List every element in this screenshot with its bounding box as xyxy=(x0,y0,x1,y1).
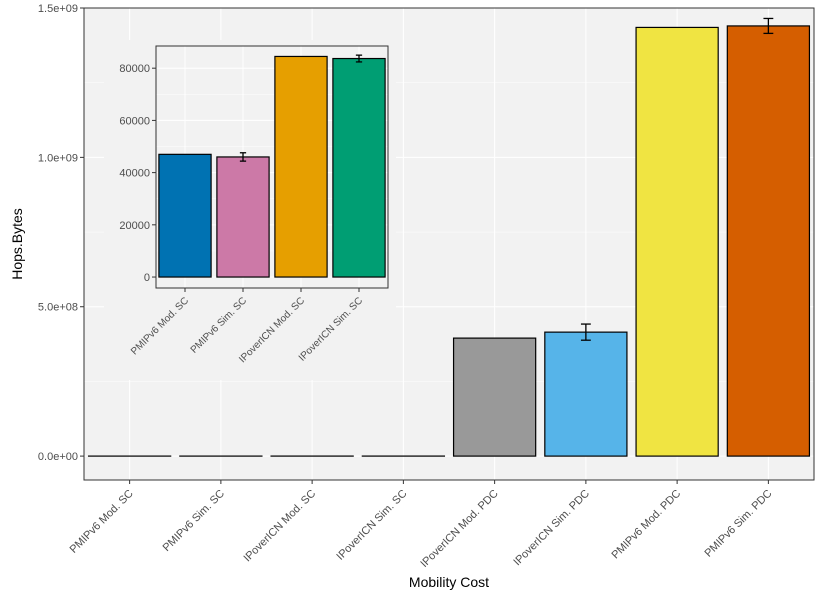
inset-y-tick-label: 0 xyxy=(144,272,150,284)
inset-y-tick-label: 60000 xyxy=(119,115,150,127)
main-category-label: IPoverICN Mod. PDC xyxy=(418,488,500,570)
main-category-label: IPoverICN Sim. SC xyxy=(334,488,409,563)
inset-bar xyxy=(332,57,386,278)
main-category-label: PMIPv6 Mod. SC xyxy=(68,488,136,556)
main-category-label: IPoverICN Mod. SC xyxy=(241,488,318,565)
inset-y-tick-label: 20000 xyxy=(119,220,150,232)
inset-y-tick-label: 80000 xyxy=(119,63,150,75)
main-y-tick-label: 1.0e+09 xyxy=(38,152,78,164)
main-y-tick-label: 5.0e+08 xyxy=(38,302,78,314)
inset-error-bars xyxy=(239,54,363,162)
main-category-label: PMIPv6 Sim. PDC xyxy=(702,488,774,560)
main-error-bars xyxy=(580,17,774,341)
main-bars xyxy=(87,25,811,457)
main-plot-border xyxy=(83,7,815,481)
inset-plot-border xyxy=(155,45,389,289)
main-bar xyxy=(635,26,719,457)
inset-bar xyxy=(274,55,328,278)
inset-y-axis: 0 20000 40000 60000 80000 xyxy=(119,63,156,284)
main-bar xyxy=(726,25,811,457)
main-bar xyxy=(452,337,537,457)
x-axis-title: Mobility Cost xyxy=(409,574,489,590)
main-category-label: PMIPv6 Mod. PDC xyxy=(609,488,683,562)
main-y-tick-label: 0.0e+00 xyxy=(38,451,78,463)
y-axis-title: Hops.Bytes xyxy=(9,208,25,280)
inset-y-tick-label: 40000 xyxy=(119,168,150,180)
inset-bar xyxy=(216,156,270,278)
main-y-axis: 0.0e+00 5.0e+08 1.0e+09 1.5e+09 xyxy=(38,3,84,463)
inset-bar xyxy=(158,153,212,278)
inset-bars xyxy=(158,55,386,278)
main-category-label: PMIPv6 Sim. SC xyxy=(161,488,227,554)
main-category-label: IPoverICN Sim. PDC xyxy=(511,488,592,569)
main-y-tick-label: 1.5e+09 xyxy=(38,3,78,15)
main-x-axis: PMIPv6 Mod. SC PMIPv6 Sim. SC IPoverICN Mo… xyxy=(68,480,775,570)
main-bar xyxy=(544,331,628,457)
